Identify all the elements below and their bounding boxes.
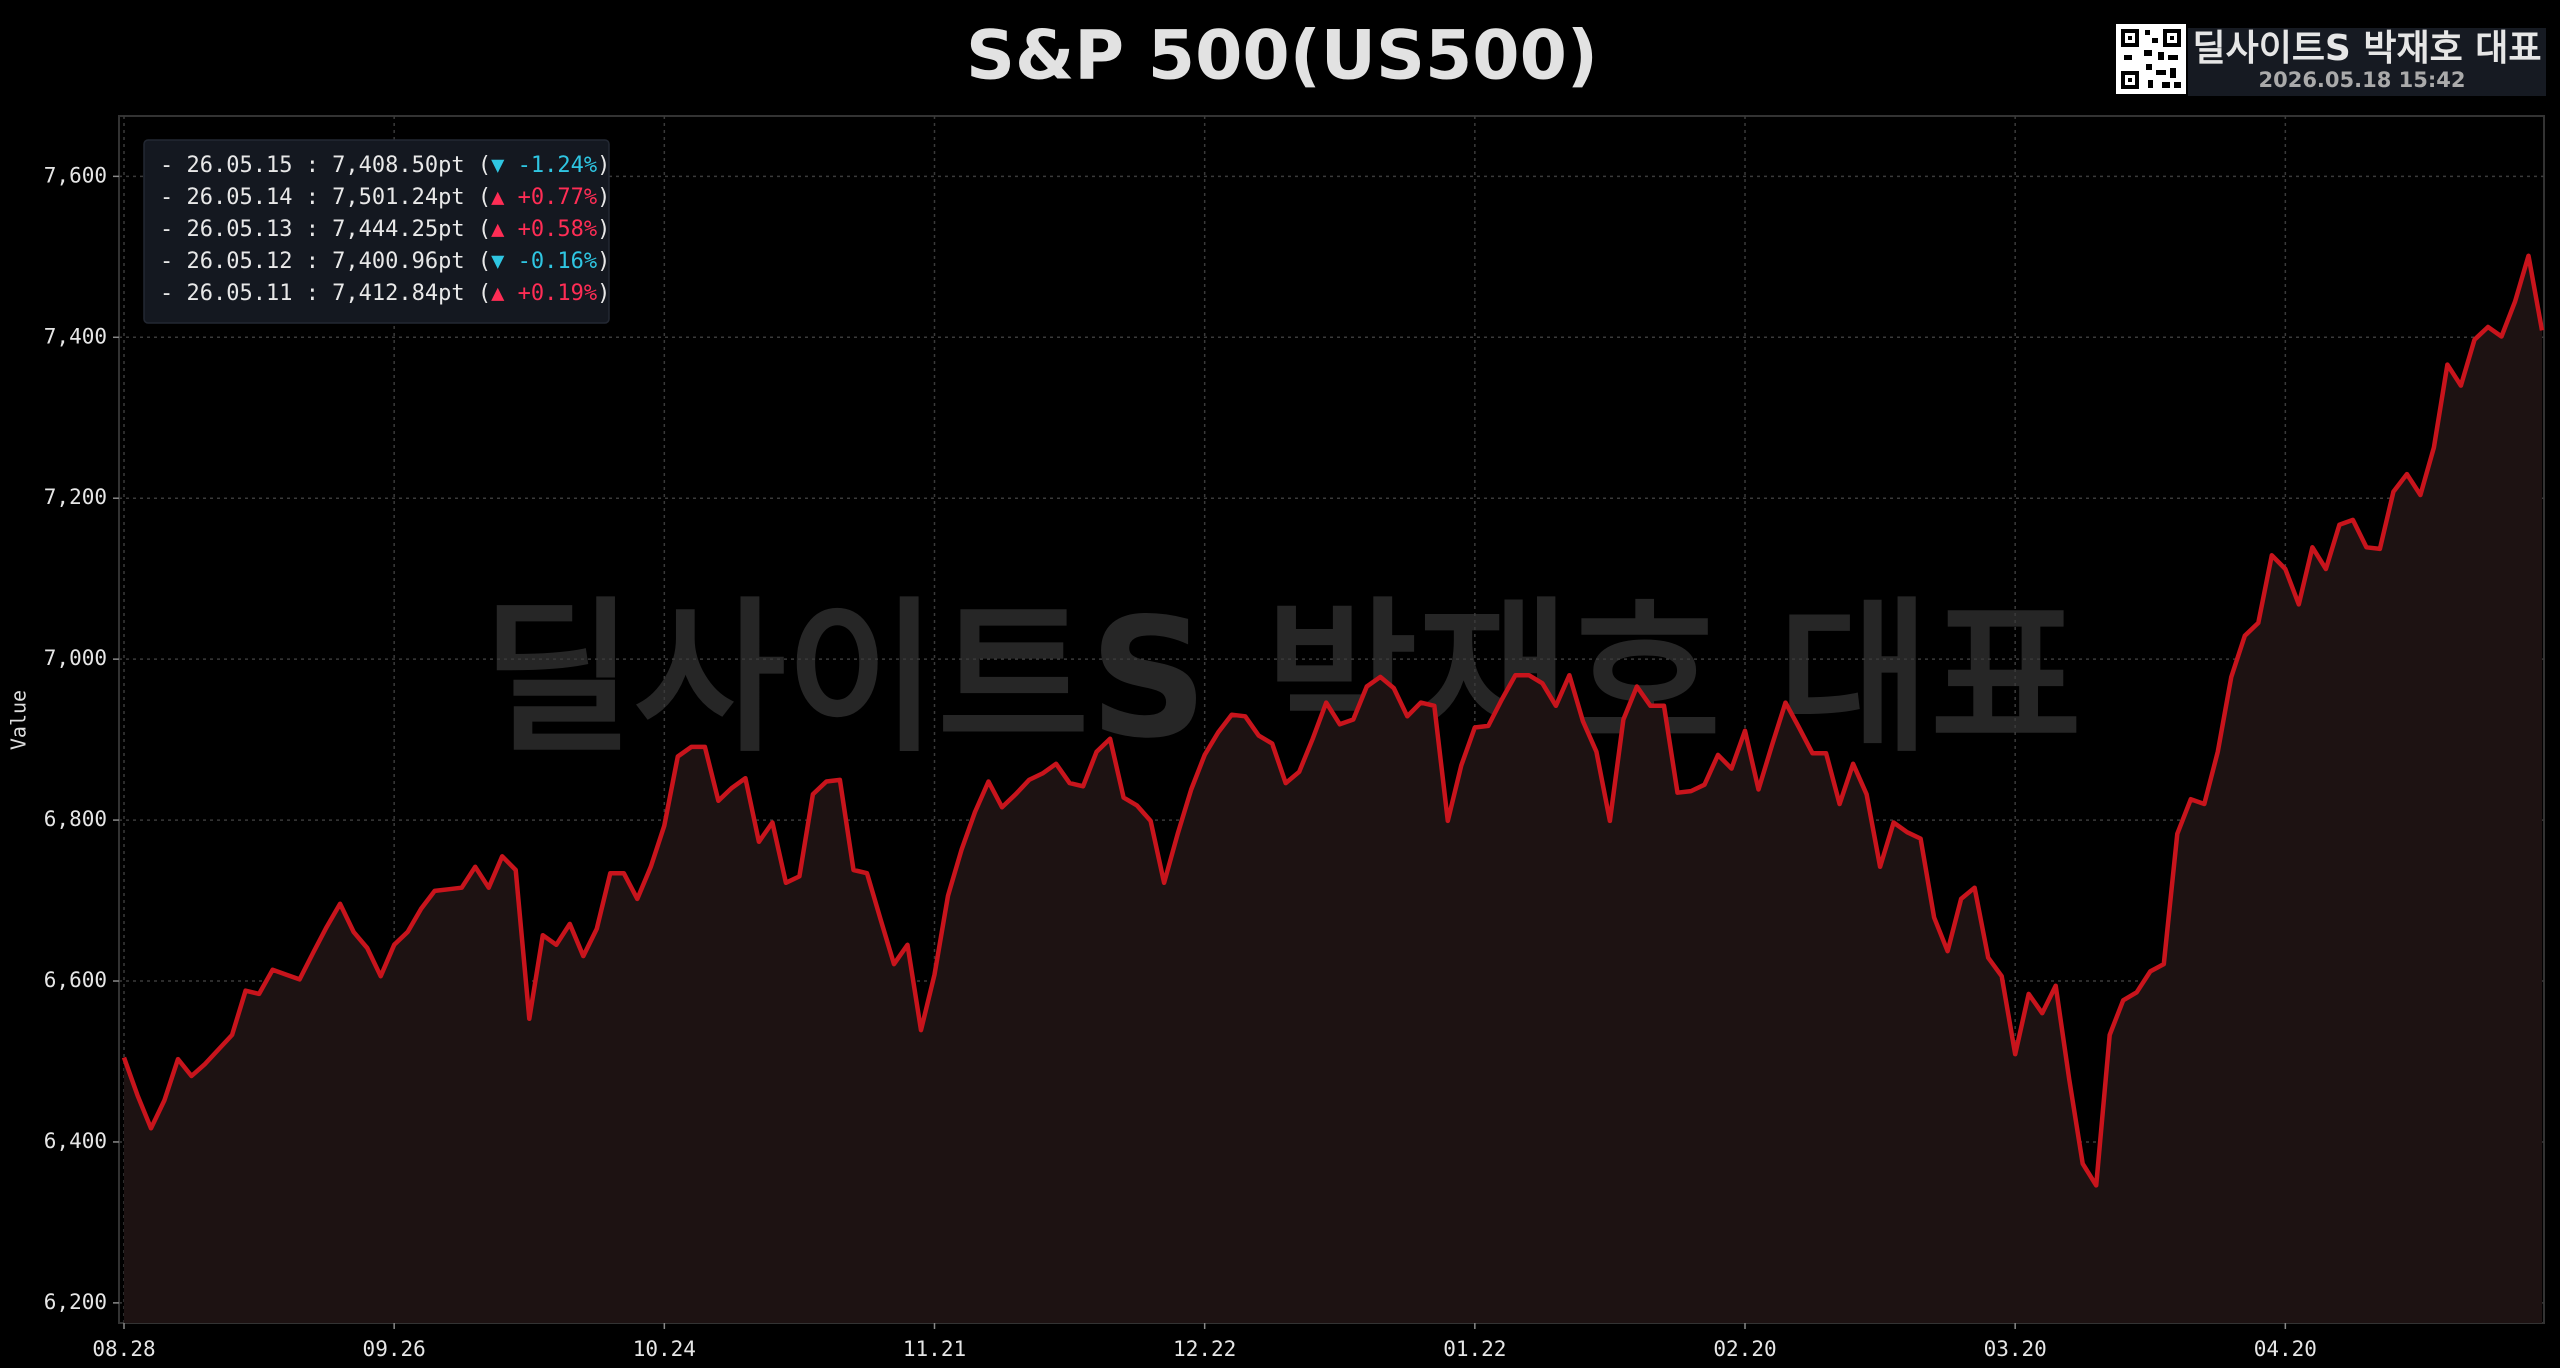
x-tick-label: 08.28 (92, 1337, 155, 1361)
x-tick-label: 11.21 (903, 1337, 966, 1361)
annotation-change: ▲ +0.77% (491, 185, 597, 210)
annotation-change: ▲ +0.19% (491, 281, 597, 306)
annotation-close: ) (597, 281, 610, 306)
x-tick-label: 04.20 (2254, 1337, 2317, 1361)
badge: 딜사이트S 박재호 대표 2026.05.18 15:42 (2116, 24, 2546, 96)
annotation-change: ▼ -1.24% (491, 153, 597, 178)
annotation-line: - 26.05.11 : 7,412.84pt (▲ +0.19%) (160, 281, 610, 306)
line-area (124, 255, 2542, 1323)
y-tick-label: 7,400 (44, 324, 107, 348)
annotation-text: - 26.05.13 : 7,444.25pt ( (160, 217, 491, 242)
y-tick-label: 6,800 (44, 807, 107, 831)
annotation-line: - 26.05.15 : 7,408.50pt (▼ -1.24%) (160, 153, 610, 178)
x-tick-label: 01.22 (1443, 1337, 1506, 1361)
annotation-text: - 26.05.14 : 7,501.24pt ( (160, 185, 491, 210)
x-tick-label: 12.22 (1173, 1337, 1236, 1361)
annotation-close: ) (597, 217, 610, 242)
badge-timestamp: 2026.05.18 15:42 (2258, 68, 2465, 92)
annotation-text: - 26.05.15 : 7,408.50pt ( (160, 153, 491, 178)
y-axis-label: Value (7, 690, 31, 750)
badge-name: 딜사이트S 박재호 대표 (2192, 28, 2541, 69)
annotation-text: - 26.05.11 : 7,412.84pt ( (160, 281, 491, 306)
annotation-change: ▼ -0.16% (491, 249, 597, 274)
watermark: 딜사이트S 박재호 대표 (482, 582, 2082, 774)
x-tick-label: 09.26 (363, 1337, 426, 1361)
annotation-line: - 26.05.12 : 7,400.96pt (▼ -0.16%) (160, 249, 610, 274)
y-tick-label: 6,600 (44, 968, 107, 992)
y-tick-label: 7,000 (44, 646, 107, 670)
qr-icon (2116, 24, 2186, 94)
annotation-change: ▲ +0.58% (491, 217, 597, 242)
y-tick-label: 6,200 (44, 1290, 107, 1314)
chart-title: S&P 500(US500) (966, 17, 1598, 96)
x-tick-label: 03.20 (1984, 1337, 2047, 1361)
line-series (121, 253, 2545, 1188)
annotation-box (143, 139, 610, 324)
annotation-close: ) (597, 153, 610, 178)
annotation-close: ) (597, 185, 610, 210)
y-tick-label: 7,600 (44, 163, 107, 187)
y-tick-label: 6,400 (44, 1129, 107, 1153)
y-tick-label: 7,200 (44, 485, 107, 509)
annotation-close: ) (597, 249, 610, 274)
x-tick-label: 10.24 (633, 1337, 696, 1361)
badge-background (2188, 28, 2546, 96)
annotation-line: - 26.05.14 : 7,501.24pt (▲ +0.77%) (160, 185, 610, 210)
annotation-text: - 26.05.12 : 7,400.96pt ( (160, 249, 491, 274)
x-tick-label: 02.20 (1713, 1337, 1776, 1361)
annotation-line: - 26.05.13 : 7,444.25pt (▲ +0.58%) (160, 217, 610, 242)
